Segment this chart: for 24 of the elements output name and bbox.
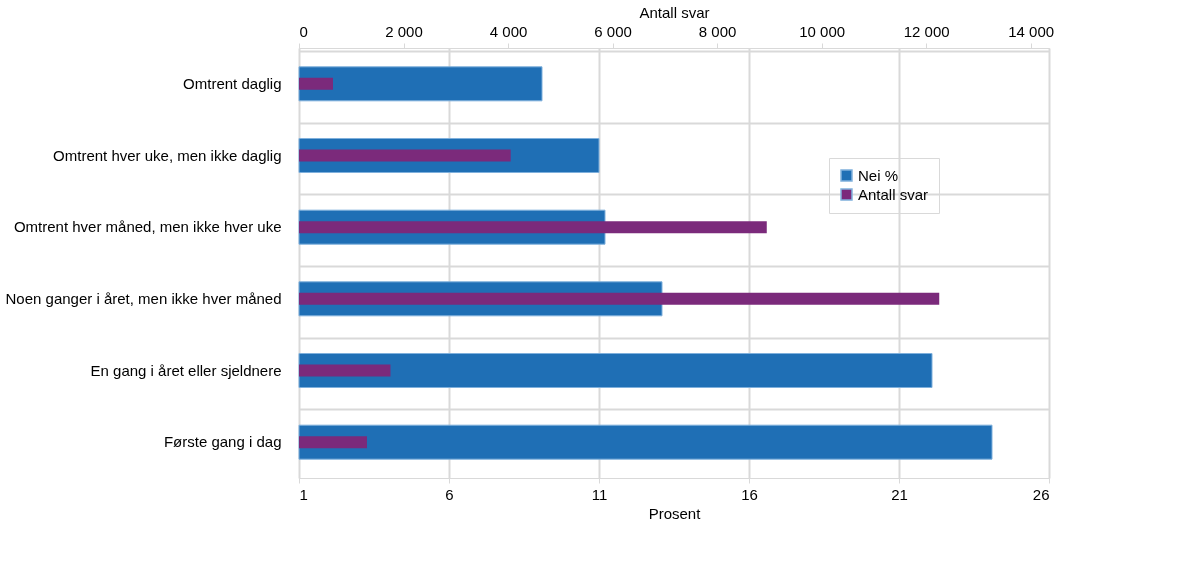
x2-tick-label: 10 000	[799, 22, 846, 40]
x-tick-label: 6	[445, 485, 454, 503]
x2-tick-label: 12 000	[903, 22, 950, 40]
y-tick-label: Omtrent hver måned, men ikke hver uke	[13, 218, 282, 236]
legend-label: Nei %	[858, 166, 899, 184]
x-tick-label: 1	[299, 485, 308, 503]
x-tick-label: 11	[591, 485, 608, 503]
x-tick-label: 16	[741, 485, 758, 503]
x2-tick-label: 4 000	[489, 22, 528, 40]
y-tick-label: En gang i året eller sjeldnere	[90, 361, 282, 379]
x-axis-title: Prosent	[648, 504, 702, 522]
y-tick-label: Omtrent daglig	[183, 74, 282, 92]
x2-tick-label: 14 000	[1008, 22, 1055, 40]
x2-axis-title: Antall svar	[639, 3, 710, 21]
legend-label: Antall svar	[858, 185, 929, 203]
x2-tick-label: 2 000	[385, 22, 423, 40]
y-tick-label: Første gang i dag	[163, 433, 282, 451]
y-tick-label: Omtrent hver uke, men ikke daglig	[53, 146, 282, 164]
x-tick-label: 21	[891, 485, 908, 503]
x-tick-label: 26	[1032, 485, 1050, 503]
x2-tick-label: 0	[299, 22, 308, 40]
x2-tick-label: 6 000	[594, 22, 632, 40]
y-tick-label: Noen ganger i året, men ikke hver måned	[5, 289, 282, 307]
x2-tick-label: 8 000	[698, 22, 737, 40]
